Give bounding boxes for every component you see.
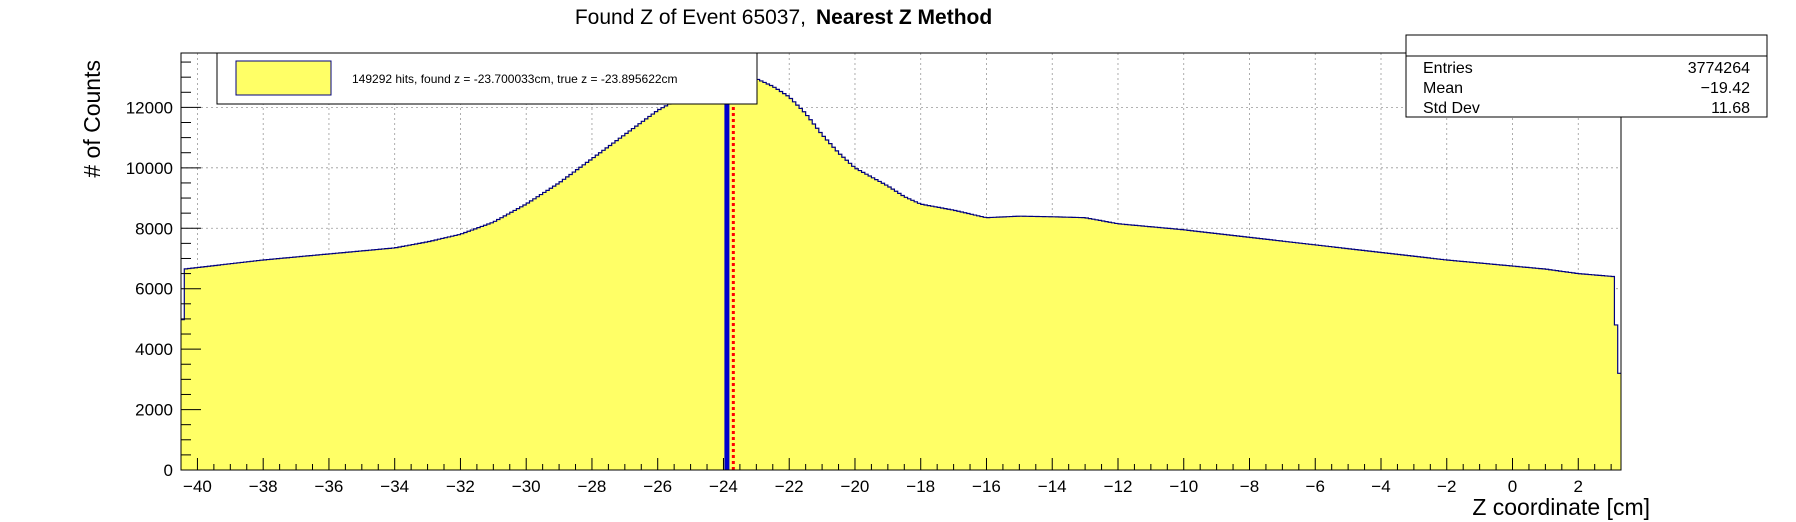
x-tick-label: −28 [578, 477, 607, 496]
x-tick-label: −24 [709, 477, 738, 496]
x-axis-title: Z coordinate [cm] [1472, 494, 1650, 520]
x-tick-label: −8 [1240, 477, 1259, 496]
x-tick-label: −30 [512, 477, 541, 496]
x-tick-label: −10 [1169, 477, 1198, 496]
x-tick-label: −4 [1371, 477, 1390, 496]
chart-title-part2: Nearest Z Method [816, 6, 992, 29]
stats-value-entries: 3774264 [1688, 60, 1750, 77]
stats-box: Entries 3774264 Mean −19.42 Std Dev 11.6… [1405, 34, 1768, 118]
chart-title-part1: Found Z of Event 65037, [575, 6, 806, 29]
histogram-outline [181, 75, 1621, 374]
stats-value-stddev: 11.68 [1711, 100, 1750, 117]
y-tick-label: 12000 [126, 98, 173, 117]
y-axis: 0 2000 4000 6000 8000 10000 12000 [126, 61, 201, 480]
stats-value-mean: −19.42 [1701, 80, 1750, 97]
x-tick-label: −26 [643, 477, 672, 496]
stats-label-entries: Entries [1423, 60, 1473, 77]
y-tick-label: 4000 [135, 340, 173, 359]
plot-frame [180, 52, 1622, 471]
y-tick-label: 0 [164, 461, 173, 480]
x-tick-label: −36 [315, 477, 344, 496]
stats-label-stddev: Std Dev [1423, 100, 1480, 117]
stats-frame [1405, 34, 1768, 118]
x-tick-label: −6 [1306, 477, 1325, 496]
x-tick-label: −40 [183, 477, 212, 496]
stats-label-mean: Mean [1423, 80, 1463, 97]
x-tick-label: 0 [1508, 477, 1517, 496]
x-tick-label: −32 [446, 477, 475, 496]
x-tick-label: −12 [1104, 477, 1133, 496]
y-tick-label: 6000 [135, 280, 173, 299]
x-tick-label: −14 [1038, 477, 1067, 496]
x-tick-label: −2 [1437, 477, 1456, 496]
y-tick-label: 8000 [135, 219, 173, 238]
x-tick-label: −38 [249, 477, 278, 496]
legend-entry-text: 149292 hits, found z = -23.700033cm, tru… [352, 72, 678, 86]
legend: 149292 hits, found z = -23.700033cm, tru… [216, 52, 758, 105]
y-tick-label: 10000 [126, 159, 173, 178]
x-tick-label: −22 [775, 477, 804, 496]
y-tick-label: 2000 [135, 401, 173, 420]
x-tick-label: −16 [972, 477, 1001, 496]
y-axis-title: # of Counts [79, 60, 105, 178]
x-axis: −40 −38 −36 −34 −32 −30 −28 −26 −24 −22 −20 −18 −16−… [180, 458, 1612, 496]
x-tick-label: −20 [841, 477, 870, 496]
x-tick-label: −18 [906, 477, 935, 496]
x-tick-label: −34 [380, 477, 409, 496]
x-tick-label: 2 [1574, 477, 1583, 496]
legend-swatch [235, 60, 332, 96]
histogram-fill [181, 75, 1621, 470]
